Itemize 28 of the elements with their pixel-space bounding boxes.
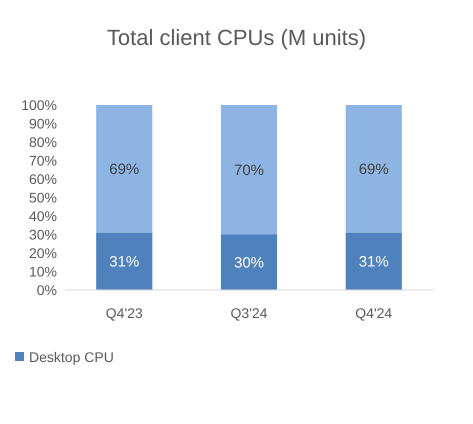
y-tick-label: 90% [28,116,57,132]
data-label: 31% [358,253,389,270]
bar [96,232,152,290]
bar [346,232,402,290]
bar [96,105,152,233]
data-label: 31% [109,253,140,270]
data-label: 69% [109,160,140,178]
y-tick-label: 70% [28,152,57,168]
y-tick-label: 60% [28,171,57,187]
y-tick-label: 50% [28,190,57,206]
y-tick-label: 100% [21,97,57,113]
legend-label: Desktop CPU [29,349,114,365]
y-tick-label: 80% [28,134,57,150]
y-tick-label: 40% [28,208,57,224]
x-tick-label: Q4'24 [355,305,392,321]
bar [346,105,402,233]
y-tick-label: 10% [28,264,57,280]
bar [220,105,278,234]
data-label: 69% [358,160,389,178]
data-label: 30% [234,254,264,272]
y-tick-label: 0% [36,282,57,298]
y-tick-label: 30% [28,226,57,242]
y-tick-label: 20% [28,245,57,261]
bar [220,234,278,290]
x-tick-label: Q3'24 [230,305,268,321]
data-label: 70% [234,162,264,179]
x-tick-label: Q4'23 [106,305,143,321]
chart-title: Total client CPUs (M units) [106,25,366,50]
